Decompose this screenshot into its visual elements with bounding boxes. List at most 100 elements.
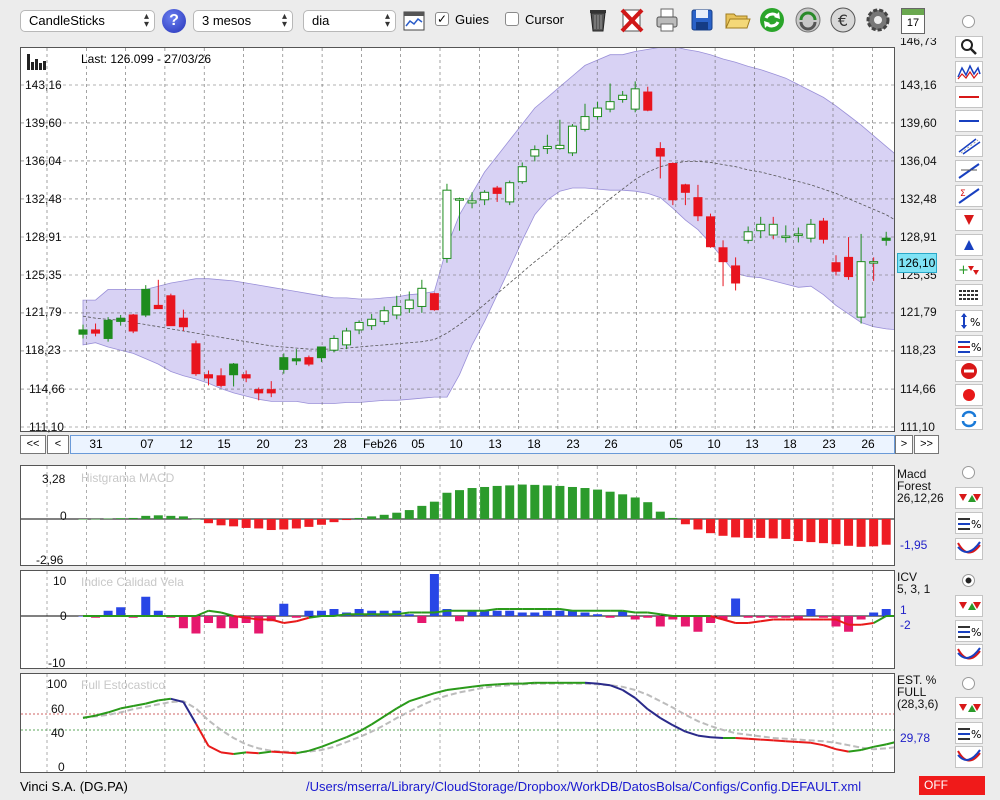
print-icon[interactable] [653, 6, 681, 34]
macd-bar [153, 515, 163, 519]
sell-arrow-icon[interactable] [955, 209, 983, 231]
price-bars-icon[interactable] [955, 61, 983, 83]
candle [128, 313, 138, 334]
y-tick-left: 125,35 [25, 268, 62, 282]
fibonacci-icon[interactable]: Σ [955, 185, 983, 207]
icv-bar [618, 610, 628, 616]
trash-icon[interactable] [584, 6, 612, 34]
interval-select[interactable]: dia ▴ ▾ [303, 10, 396, 32]
price-chart-panel[interactable]: Last: 126.099 - 27/03/26 [20, 47, 895, 432]
trendline-icon[interactable] [955, 160, 983, 182]
macd-bar [894, 519, 895, 542]
candle-body [580, 116, 590, 130]
nav-first-button[interactable]: << [20, 435, 46, 454]
channel-icon[interactable] [955, 135, 983, 157]
icv-line-segment [484, 608, 498, 612]
icv-panel[interactable]: Indice Calidad Vela [20, 570, 895, 669]
icv-bar [178, 616, 188, 629]
candle [291, 349, 301, 366]
levels-icon[interactable] [955, 284, 983, 306]
no-entry-icon[interactable] [955, 360, 983, 382]
candle [379, 306, 389, 325]
record-icon[interactable] [955, 384, 983, 406]
nav-last-button[interactable]: >> [914, 435, 939, 454]
chart-type-select[interactable]: CandleSticks ▴ ▾ [20, 10, 155, 32]
euro-icon[interactable]: € [829, 6, 857, 34]
panel-select-radio-main[interactable] [962, 15, 975, 28]
stoch-k-segment [133, 702, 146, 707]
icv-bar [806, 609, 816, 616]
icv-levels-icon[interactable]: % [955, 620, 983, 642]
y-tick-left: 143,16 [25, 78, 62, 92]
macd-panel[interactable]: Histgrama MACD [20, 465, 895, 566]
macd-bar [404, 510, 414, 519]
macd-y-tick-top: 3,28 [42, 472, 66, 486]
panel-select-radio-stoch[interactable] [962, 677, 975, 690]
stoch-k-segment [396, 700, 410, 710]
macd-curve-icon[interactable] [955, 538, 983, 560]
volume-bars-icon[interactable] [27, 54, 47, 70]
stoch-curve-icon[interactable] [955, 746, 983, 768]
buy-arrow-icon[interactable] [955, 234, 983, 256]
y-tick-right: 128,91 [900, 230, 937, 244]
red-horizontal-line-icon[interactable] [955, 86, 983, 108]
candle-body [254, 389, 264, 394]
add-signals-icon[interactable]: + [955, 259, 983, 281]
percent-range-icon[interactable]: % [955, 310, 983, 332]
macd-bar [580, 488, 590, 519]
company-name: Vinci S.A. (DG.PA) [20, 779, 128, 794]
svg-text:€: € [838, 11, 848, 30]
chart-window-icon[interactable] [403, 10, 425, 32]
stoch-k-segment [358, 723, 373, 733]
candle [254, 387, 264, 401]
config-path[interactable]: /Users/mserra/Library/CloudStorage/Dropb… [306, 779, 862, 794]
icv-signals-icon[interactable] [955, 595, 983, 617]
guides-checkbox[interactable]: ✓ [435, 12, 449, 26]
stoch-k-segment [434, 689, 448, 695]
macd-value: -1,95 [900, 538, 928, 552]
cursor-checkbox[interactable] [505, 12, 519, 26]
stoch-k-segment [860, 745, 874, 751]
swap-icon[interactable] [955, 408, 983, 430]
status-off-indicator[interactable]: OFF [919, 776, 985, 795]
stochastic-panel[interactable]: Full Estocastico [20, 673, 895, 773]
nav-prev-button[interactable]: < [47, 435, 69, 454]
percent-levels-icon[interactable]: % [955, 335, 983, 357]
open-folder-icon[interactable] [723, 6, 751, 34]
candle-body [103, 319, 113, 339]
svg-text:%: % [971, 728, 981, 741]
delete-chart-icon[interactable] [618, 6, 646, 34]
calendar-icon[interactable]: 17 [901, 8, 925, 34]
refresh-icon[interactable] [758, 6, 786, 34]
nav-next-button[interactable]: > [895, 435, 913, 454]
macd-signals-icon[interactable] [955, 487, 983, 509]
panel-select-radio-icv[interactable] [962, 574, 975, 587]
macd-bar [166, 515, 176, 519]
candle-body [881, 237, 891, 241]
candle [266, 381, 276, 398]
icv-bar [593, 614, 603, 616]
candle-body [191, 343, 201, 375]
macd-bar [680, 519, 690, 525]
save-icon[interactable] [688, 6, 716, 34]
gear-icon[interactable] [864, 6, 892, 34]
candle [329, 335, 339, 353]
candle [643, 86, 653, 112]
icv-y-tick-bottom: -10 [48, 656, 66, 670]
candle [204, 370, 213, 386]
stoch-signals-icon[interactable] [955, 697, 983, 719]
macd-levels-icon[interactable]: % [955, 512, 983, 534]
blue-horizontal-line-icon[interactable] [955, 110, 983, 132]
icv-bar [869, 612, 879, 616]
date-axis-scrollbar[interactable] [70, 435, 895, 454]
period-select[interactable]: 3 mesos ▴ ▾ [193, 10, 293, 32]
y-tick-right: 143,16 [900, 78, 937, 92]
candle-body [116, 317, 126, 322]
zoom-icon[interactable] [955, 36, 983, 58]
icv-curve-icon[interactable] [955, 644, 983, 666]
help-icon[interactable]: ? [162, 9, 186, 33]
stoch-k-segment [346, 730, 360, 739]
sync-data-icon[interactable] [794, 6, 822, 34]
panel-select-radio-macd[interactable] [962, 466, 975, 479]
stoch-levels-icon[interactable]: % [955, 722, 983, 744]
